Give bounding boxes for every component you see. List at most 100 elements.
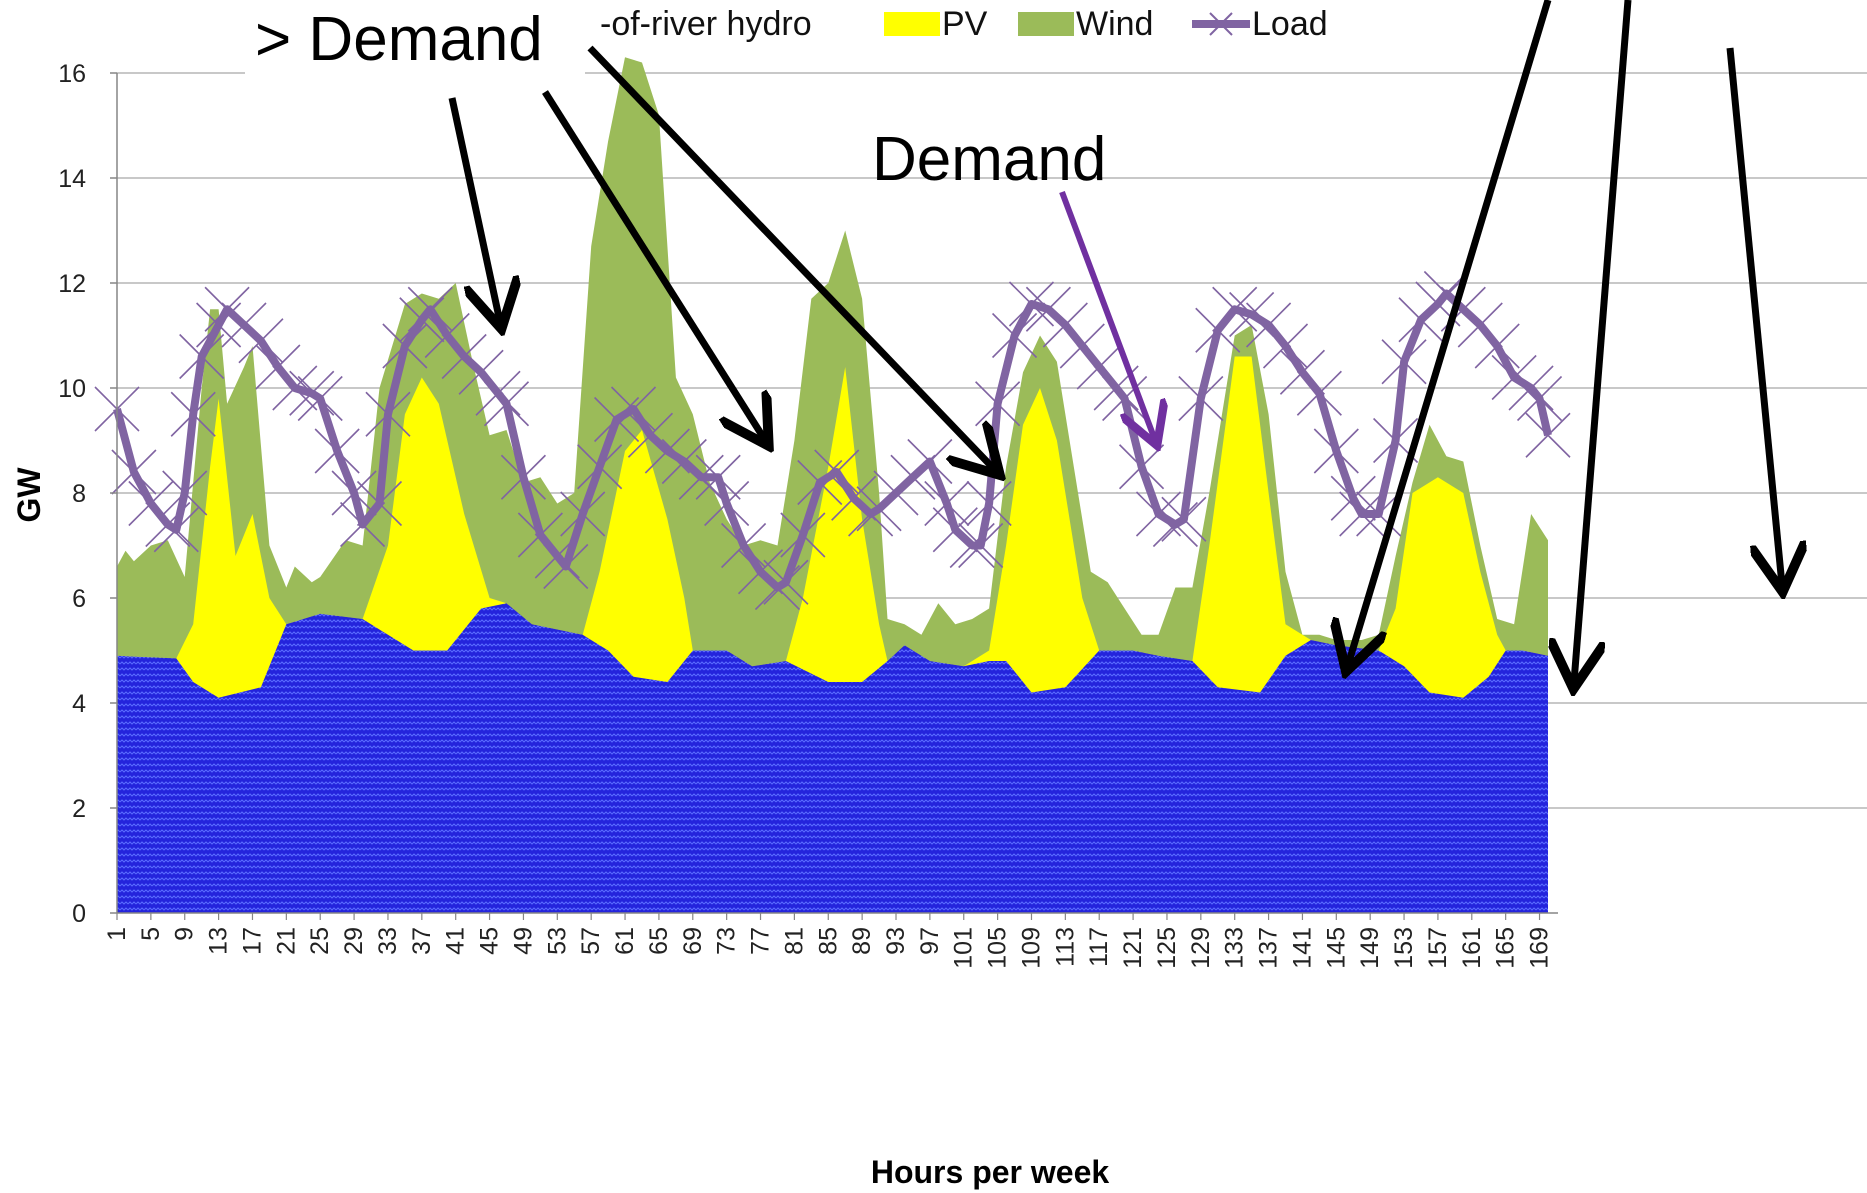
x-tick-label: 85: [814, 927, 842, 955]
load-series-group: [94, 270, 1571, 611]
load-marker: [1279, 349, 1326, 395]
load-marker: [1474, 323, 1520, 369]
x-tick-label: 73: [713, 927, 741, 955]
load-marker: [704, 480, 750, 527]
load-marker: [627, 412, 674, 458]
x-tick-label: 169: [1526, 927, 1554, 969]
load-marker: [179, 333, 225, 380]
load-marker: [797, 459, 843, 506]
x-tick-label: 117: [1085, 927, 1113, 967]
x-tick-labels: 1 5 9 13 17 21 25 29 33 37 41 45 49 53 57 61 65 69 73 77 81 8…: [103, 913, 1554, 969]
y-tick-label: 4: [72, 690, 86, 718]
load-marker: [754, 564, 801, 611]
annotation-more-than-demand: > Demand: [255, 5, 543, 74]
load-marker: [534, 533, 580, 579]
load-marker: [517, 512, 563, 558]
x-tick-label: 161: [1458, 927, 1486, 969]
load-marker: [577, 444, 623, 490]
x-tick-label: 165: [1492, 927, 1520, 969]
load-marker: [1025, 286, 1071, 332]
load-marker: [475, 370, 521, 416]
load-marker: [594, 396, 640, 443]
load-marker: [365, 391, 411, 437]
x-tick-label: 49: [509, 927, 537, 955]
x-tick-label: 37: [408, 927, 436, 955]
load-marker: [907, 438, 953, 485]
x-tick-label: 13: [205, 927, 233, 955]
x-tick-label: 157: [1424, 927, 1452, 969]
x-tick-label: 29: [340, 927, 368, 955]
load-marker: [763, 559, 809, 605]
area-series-group: [117, 57, 1548, 914]
load-marker: [162, 470, 208, 516]
x-tick-label: 5: [137, 927, 165, 941]
load-marker: [949, 522, 995, 569]
load-marker: [1161, 496, 1207, 542]
load-marker: [1229, 291, 1275, 338]
legend-label-pv: PV: [942, 5, 988, 43]
load-marker: [1178, 375, 1224, 422]
load-marker: [196, 302, 242, 348]
x-tick-label: 77: [747, 927, 775, 955]
legend-swatch-wind: [1018, 12, 1074, 36]
load-marker: [543, 543, 589, 590]
load-marker: [721, 522, 767, 569]
load-marker: [441, 333, 487, 380]
load-marker: [737, 549, 784, 595]
load-marker: [1313, 428, 1359, 474]
load-marker: [1042, 302, 1088, 348]
load-marker: [1525, 412, 1571, 458]
x-tick-label: 89: [848, 927, 876, 955]
legend-swatch-pv: [884, 12, 940, 36]
load-marker: [204, 286, 250, 332]
x-tick-label: 97: [916, 927, 944, 955]
x-tick-label: 125: [1153, 927, 1181, 969]
x-tick-label: 41: [442, 927, 470, 955]
x-tick-label: 33: [374, 927, 402, 955]
legend-label-wind: Wind: [1076, 5, 1153, 43]
x-tick-label: 9: [171, 927, 199, 941]
load-marker: [848, 491, 894, 537]
arrow-demand-purple: [1059, 190, 1155, 440]
y-tick-label: 10: [58, 375, 86, 403]
load-marker: [1491, 354, 1537, 401]
arrow-right-2: [1574, 0, 1632, 682]
x-tick-label: 121: [1119, 927, 1147, 969]
load-marker: [314, 428, 360, 474]
y-tick-label: 6: [72, 585, 86, 613]
load-marker: [780, 512, 826, 558]
load-marker: [560, 491, 606, 537]
load-marker: [932, 507, 978, 553]
y-tick-label: 14: [58, 165, 86, 193]
load-marker: [1296, 370, 1342, 416]
x-tick-label: 69: [679, 927, 707, 955]
x-tick-label: 109: [1017, 927, 1045, 969]
load-marker: [1381, 339, 1427, 385]
load-marker: [966, 480, 1012, 527]
x-tick-label: 145: [1322, 927, 1350, 969]
load-marker: [831, 475, 877, 521]
load-marker: [331, 470, 377, 516]
x-tick-label: 113: [1051, 927, 1079, 967]
load-marker: [1356, 491, 1402, 537]
arrow-demand-3: [587, 45, 995, 470]
y-tick-label: 12: [58, 270, 86, 298]
y-axis-title: GW: [11, 467, 47, 523]
load-marker: [814, 449, 860, 495]
load-marker: [1508, 365, 1554, 411]
legend: -of-river hydro PV Wind Load: [600, 5, 1328, 43]
load-marker: [661, 438, 707, 485]
x-tick-label: 141: [1288, 927, 1316, 969]
load-marker: [483, 381, 530, 427]
x-tick-label: 153: [1390, 927, 1418, 969]
annotation-box: [245, 0, 585, 76]
load-marker: [1059, 323, 1105, 369]
x-tick-label: 137: [1255, 927, 1283, 969]
arrow-demand-2: [542, 90, 765, 440]
x-tick-label: 17: [238, 927, 266, 955]
x-tick-label: 105: [984, 927, 1012, 969]
load-marker: [356, 480, 403, 527]
load-marker: [975, 381, 1021, 427]
y-tick-label: 2: [72, 795, 86, 823]
